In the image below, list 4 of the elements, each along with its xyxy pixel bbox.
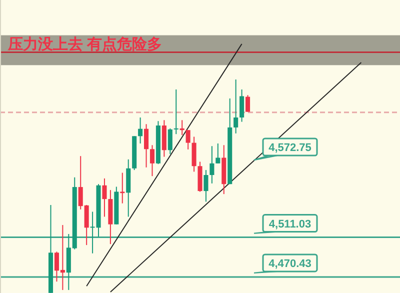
- ref-line-label: 4,470.43: [268, 258, 312, 270]
- annotation: 压力没上去 有点危险多: [7, 36, 162, 53]
- annotation: 4,572.75: [268, 142, 312, 154]
- ref-line-label: 4,511.03: [268, 218, 312, 230]
